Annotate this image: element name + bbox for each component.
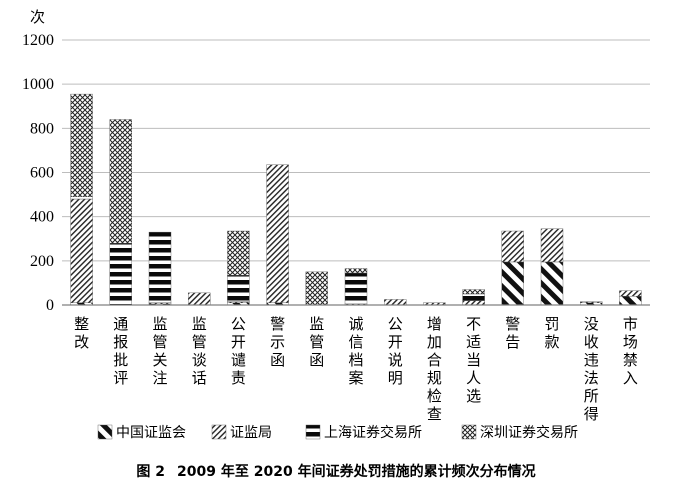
bar-segment xyxy=(148,231,172,303)
legend-label: 上海证券交易所 xyxy=(324,424,422,441)
x-category-label: 诚信档案 xyxy=(348,315,363,387)
bar-segment xyxy=(619,295,642,306)
y-tick-label: 800 xyxy=(30,120,54,137)
bar-segment xyxy=(227,274,250,302)
x-category-label: 罚款 xyxy=(544,315,559,351)
bar-segment xyxy=(619,290,642,297)
legend-label: 深圳证券交易所 xyxy=(480,424,578,441)
x-category-label: 监管谈话 xyxy=(192,315,207,387)
bar-segment xyxy=(109,119,133,244)
bar-segment xyxy=(266,164,289,303)
x-category-label: 不适当人选 xyxy=(466,315,481,405)
y-axis-unit-label: 次 xyxy=(30,8,45,26)
bar-segment xyxy=(501,261,524,306)
bar-segment xyxy=(540,228,564,263)
bar-segment xyxy=(384,299,407,306)
bar-segment xyxy=(187,292,211,306)
bar-segment xyxy=(70,198,93,303)
legend: 中国证监会 证监局 上海证券交易所 深圳证券交易所 xyxy=(97,424,578,441)
x-category-label: 市场禁入 xyxy=(623,315,638,387)
gridlines xyxy=(62,39,650,262)
y-tick-label: 0 xyxy=(46,297,54,314)
axis-labels: 0 200 400 600 800 1000 1200 整改 通报批评 监管关注 监管谈话 公开谴责 警… xyxy=(22,32,638,423)
x-category-label: 通报批评 xyxy=(113,315,128,387)
bar-segment xyxy=(462,289,485,295)
y-tick-label: 600 xyxy=(30,165,54,182)
legend-swatch xyxy=(461,424,477,440)
x-category-label: 警示函 xyxy=(270,315,285,369)
legend-item: 中国证监会 xyxy=(97,424,186,441)
bar-segment xyxy=(70,93,93,197)
bar-segment xyxy=(305,271,328,306)
y-tick-label: 400 xyxy=(30,209,54,226)
y-tick-label: 1200 xyxy=(22,32,54,49)
bar-segment xyxy=(540,261,564,306)
x-category-label: 整改 xyxy=(74,315,89,351)
figure-caption-text: 2009 年至 2020 年间证券处罚措施的累计频次分布情况 xyxy=(177,463,536,480)
legend-label: 证监局 xyxy=(230,425,272,441)
bar-segment xyxy=(70,196,93,200)
legend-swatch xyxy=(97,424,113,440)
legend-label: 中国证监会 xyxy=(116,425,186,441)
legend-item: 上海证券交易所 xyxy=(305,424,422,441)
x-category-label: 监管函 xyxy=(309,315,324,369)
x-category-label: 公开谴责 xyxy=(231,315,246,387)
figure-caption-label: 图 2 xyxy=(136,464,165,480)
bar-segment xyxy=(109,242,133,306)
bar-segment xyxy=(227,230,250,276)
bar-segment xyxy=(580,301,603,303)
x-category-label: 监管关注 xyxy=(152,315,167,387)
x-category-label: 公开说明 xyxy=(388,315,403,387)
legend-swatch xyxy=(305,424,321,440)
bar-segment xyxy=(462,293,485,301)
bars xyxy=(70,93,642,306)
legend-swatch xyxy=(211,424,227,440)
figure-caption: 图 2 2009 年至 2020 年间证券处罚措施的累计频次分布情况 xyxy=(136,463,535,480)
x-category-label: 没收违法所得 xyxy=(584,315,599,423)
bar-segment xyxy=(344,272,368,305)
bar-segment xyxy=(462,300,485,306)
x-category-label: 警告 xyxy=(505,315,520,351)
y-tick-label: 200 xyxy=(30,253,54,270)
bar-segment xyxy=(501,230,524,263)
x-category-label: 增加合规检查 xyxy=(427,315,442,423)
legend-item: 证监局 xyxy=(211,424,272,441)
bar-segment xyxy=(344,268,368,274)
y-tick-label: 1000 xyxy=(22,76,54,93)
legend-item: 深圳证券交易所 xyxy=(461,424,578,441)
